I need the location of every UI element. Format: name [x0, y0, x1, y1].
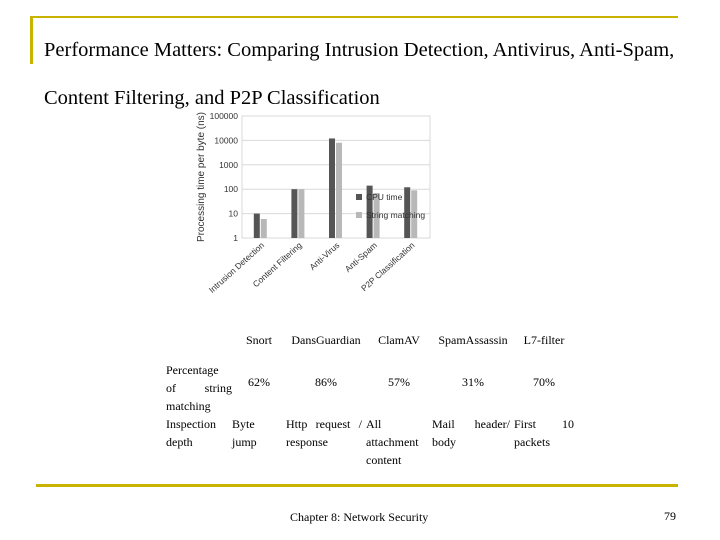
- table-header: Snort: [245, 333, 272, 347]
- bar-string-matching: [373, 192, 380, 238]
- slide-title: Performance Matters: Comparing Intrusion…: [44, 39, 675, 109]
- y-tick-label: 1: [233, 233, 238, 243]
- bar-cpu-time: [404, 187, 411, 238]
- bar-string-matching: [336, 142, 342, 238]
- row-label: Inspection depth: [166, 417, 216, 449]
- table-cell: 86%: [315, 375, 337, 389]
- table-header: SpamAssassin: [438, 333, 508, 347]
- bar-cpu-time: [329, 138, 335, 238]
- y-axis-label: Processing time per byte (ns): [196, 112, 207, 242]
- legend-swatch: [356, 194, 362, 200]
- y-tick-label: 1000: [219, 160, 238, 170]
- bar-string-matching: [411, 190, 418, 238]
- footer-text: Chapter 8: Network Security: [290, 510, 429, 524]
- table-header: ClamAV: [378, 333, 420, 347]
- legend-swatch: [356, 212, 362, 218]
- legend-label: String matching: [366, 210, 425, 220]
- x-category-label: Anti-Spam: [343, 240, 379, 274]
- bar-cpu-time: [253, 213, 260, 238]
- table-cell: All attachment content: [366, 417, 419, 467]
- table-header: DansGuardian: [291, 333, 361, 347]
- x-category-label: Anti-Virus: [307, 240, 341, 272]
- table-corner: [166, 331, 232, 361]
- bar-string-matching: [298, 189, 305, 238]
- table-cell: 57%: [388, 375, 410, 389]
- table-cell: First 10 packets: [514, 417, 574, 449]
- bar-cpu-time: [366, 185, 373, 238]
- accent-bar-left: [30, 16, 33, 64]
- table-cell: Mail header/ body: [432, 417, 510, 449]
- y-tick-label: 10: [229, 209, 239, 219]
- table-cell: Byte jump: [232, 417, 257, 449]
- table-cell: Http request / response: [286, 417, 362, 449]
- y-tick-label: 10000: [214, 135, 238, 145]
- table-cell: 31%: [462, 375, 484, 389]
- legend-label: CPU time: [366, 192, 403, 202]
- y-tick-label: 100000: [210, 111, 239, 121]
- comparison-table: Snort DansGuardian ClamAV SpamAssassin L…: [166, 331, 574, 469]
- bar-string-matching: [260, 219, 267, 238]
- y-tick-label: 100: [224, 184, 238, 194]
- bar-cpu-time: [291, 189, 298, 238]
- table-cell: 70%: [533, 375, 555, 389]
- table-cell: 62%: [248, 375, 270, 389]
- accent-bar-top: [30, 16, 678, 18]
- table-header: L7-filter: [523, 333, 565, 347]
- row-label: Percentage of string matching: [166, 363, 232, 413]
- page-number: 79: [664, 509, 676, 523]
- accent-bar-bottom: [36, 484, 678, 487]
